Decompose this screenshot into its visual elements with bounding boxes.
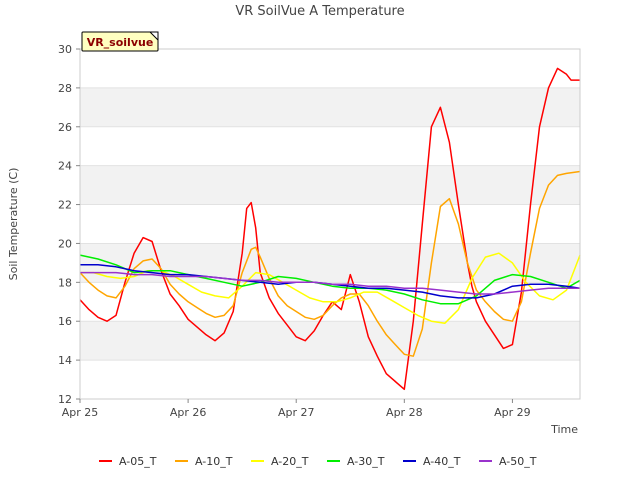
series-line-a-20-t	[80, 252, 581, 324]
x-tick-label: Apr 27	[278, 406, 315, 419]
grid-band	[80, 165, 580, 205]
series-line-a-30-t	[79, 254, 581, 305]
y-tick-label: 12	[58, 393, 72, 406]
grid-bands	[80, 87, 580, 361]
y-tick-label: 16	[58, 315, 72, 328]
annotation-box	[81, 31, 159, 52]
legend-item: A-20_T	[251, 455, 309, 468]
y-axis-label: Soil Temperature (C)	[7, 168, 20, 281]
legend-label: A-05_T	[119, 455, 157, 468]
y-tick-label: 28	[58, 82, 72, 95]
plot-frame	[79, 48, 581, 400]
x-axis: Apr 25 Apr 26 Apr 27 Apr 28 Apr 29	[62, 399, 531, 419]
x-tick-label: Apr 29	[494, 406, 531, 419]
legend-label: A-50_T	[499, 455, 537, 468]
legend-item: A-30_T	[327, 455, 385, 468]
chart-title: VR SoilVue A Temperature	[235, 4, 404, 19]
legend-label: A-30_T	[347, 455, 385, 468]
y-tick-label: 22	[58, 199, 72, 212]
annotation-corner	[148, 31, 159, 42]
legend-item: A-10_T	[175, 455, 233, 468]
series-line-a-50-t	[80, 271, 580, 295]
legend-item: A-05_T	[99, 455, 157, 468]
x-tick-label: Apr 25	[62, 406, 99, 419]
x-axis-label: Time	[550, 423, 578, 436]
grid-band	[80, 87, 580, 127]
y-tick-label: 30	[58, 43, 72, 56]
series-layer	[79, 67, 581, 391]
legend-item: A-40_T	[403, 455, 461, 468]
y-tick-label: 14	[58, 354, 72, 367]
legend-item: A-50_T	[479, 455, 537, 468]
legend-label: A-40_T	[423, 455, 461, 468]
x-tick-label: Apr 28	[386, 406, 423, 419]
y-tick-label: 24	[58, 160, 72, 173]
y-tick-label: 18	[58, 276, 72, 289]
legend-label: A-20_T	[271, 455, 309, 468]
grid-band	[80, 321, 580, 361]
station-annotation: VR_soilvue	[81, 31, 159, 52]
x-tick-label: Apr 26	[170, 406, 207, 419]
annotation-text: VR_soilvue	[87, 36, 154, 49]
legend-label: A-10_T	[195, 455, 233, 468]
y-tick-label: 26	[58, 121, 72, 134]
y-tick-label: 20	[58, 237, 72, 250]
legend: A-05_T A-10_T A-20_T A-30_T A-40_T A-50_T	[99, 455, 537, 468]
y-axis: 12 14 16 18 20 22 24 26 28 30	[58, 43, 80, 406]
